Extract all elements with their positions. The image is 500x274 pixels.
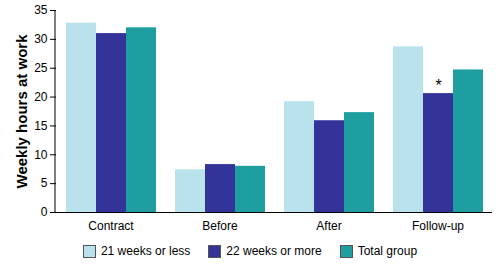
html-text:21 weeks or less: 21 weeks or less xyxy=(100,244,191,258)
svg-text:*: * xyxy=(435,77,441,94)
html-text:Total group: Total group xyxy=(357,244,418,258)
svg-text:Follow-up: Follow-up xyxy=(412,219,464,233)
svg-text:30: 30 xyxy=(34,32,48,46)
svg-text:10: 10 xyxy=(34,148,48,162)
svg-text:25: 25 xyxy=(34,61,48,75)
svg-text:15: 15 xyxy=(34,119,48,133)
svg-text:After: After xyxy=(316,219,341,233)
svg-text:35: 35 xyxy=(34,3,48,17)
svg-text:5: 5 xyxy=(41,176,48,190)
svg-text:Contract: Contract xyxy=(88,219,134,233)
svg-text:Before: Before xyxy=(202,219,238,233)
svg-text:0: 0 xyxy=(41,205,48,219)
svg-text:Weekly hours at work: Weekly hours at work xyxy=(13,34,30,189)
html-text:22 weeks or more: 22 weeks or more xyxy=(226,244,322,258)
svg-text:20: 20 xyxy=(34,90,48,104)
